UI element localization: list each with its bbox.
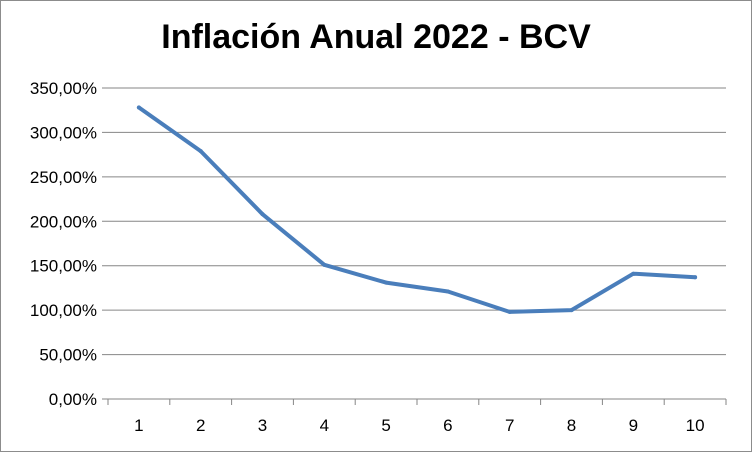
x-tick-label: 7 bbox=[505, 416, 514, 435]
y-tick-label: 0,00% bbox=[49, 390, 97, 409]
y-tick-label: 100,00% bbox=[30, 301, 97, 320]
data-point bbox=[569, 308, 574, 313]
series-group bbox=[136, 105, 698, 314]
y-tick-label: 350,00% bbox=[30, 79, 97, 98]
data-point bbox=[384, 280, 389, 285]
data-point bbox=[445, 289, 450, 294]
data-point bbox=[631, 271, 636, 276]
x-tick-label: 8 bbox=[567, 416, 576, 435]
gridlines bbox=[102, 87, 726, 400]
x-tick-label: 1 bbox=[134, 416, 143, 435]
data-point bbox=[260, 212, 265, 217]
data-point bbox=[693, 275, 698, 280]
x-tick-label: 2 bbox=[196, 416, 205, 435]
data-point bbox=[322, 262, 327, 267]
y-tick-label: 250,00% bbox=[30, 168, 97, 187]
y-axis-tick-labels: 0,00% 50,00% 100,00% 150,00% 200,00% 250,00% 3… bbox=[30, 79, 97, 409]
x-tick-label: 6 bbox=[443, 416, 452, 435]
x-tick-label: 5 bbox=[381, 416, 390, 435]
x-tick-label: 4 bbox=[320, 416, 329, 435]
y-tick-label: 300,00% bbox=[30, 123, 97, 142]
data-point bbox=[136, 105, 141, 110]
y-tick-label: 50,00% bbox=[39, 346, 97, 365]
x-tick-label: 9 bbox=[629, 416, 638, 435]
chart-title: Inflación Anual 2022 - BCV bbox=[161, 18, 591, 56]
x-tick-label: 10 bbox=[686, 416, 705, 435]
data-point bbox=[507, 309, 512, 314]
y-tick-label: 150,00% bbox=[30, 257, 97, 276]
y-tick-label: 200,00% bbox=[30, 212, 97, 231]
x-axis-tick-labels: 1 2 3 4 5 6 7 8 9 10 bbox=[107, 399, 727, 435]
data-point bbox=[198, 149, 203, 154]
series-line bbox=[136, 105, 698, 314]
x-tick-label: 3 bbox=[258, 416, 267, 435]
